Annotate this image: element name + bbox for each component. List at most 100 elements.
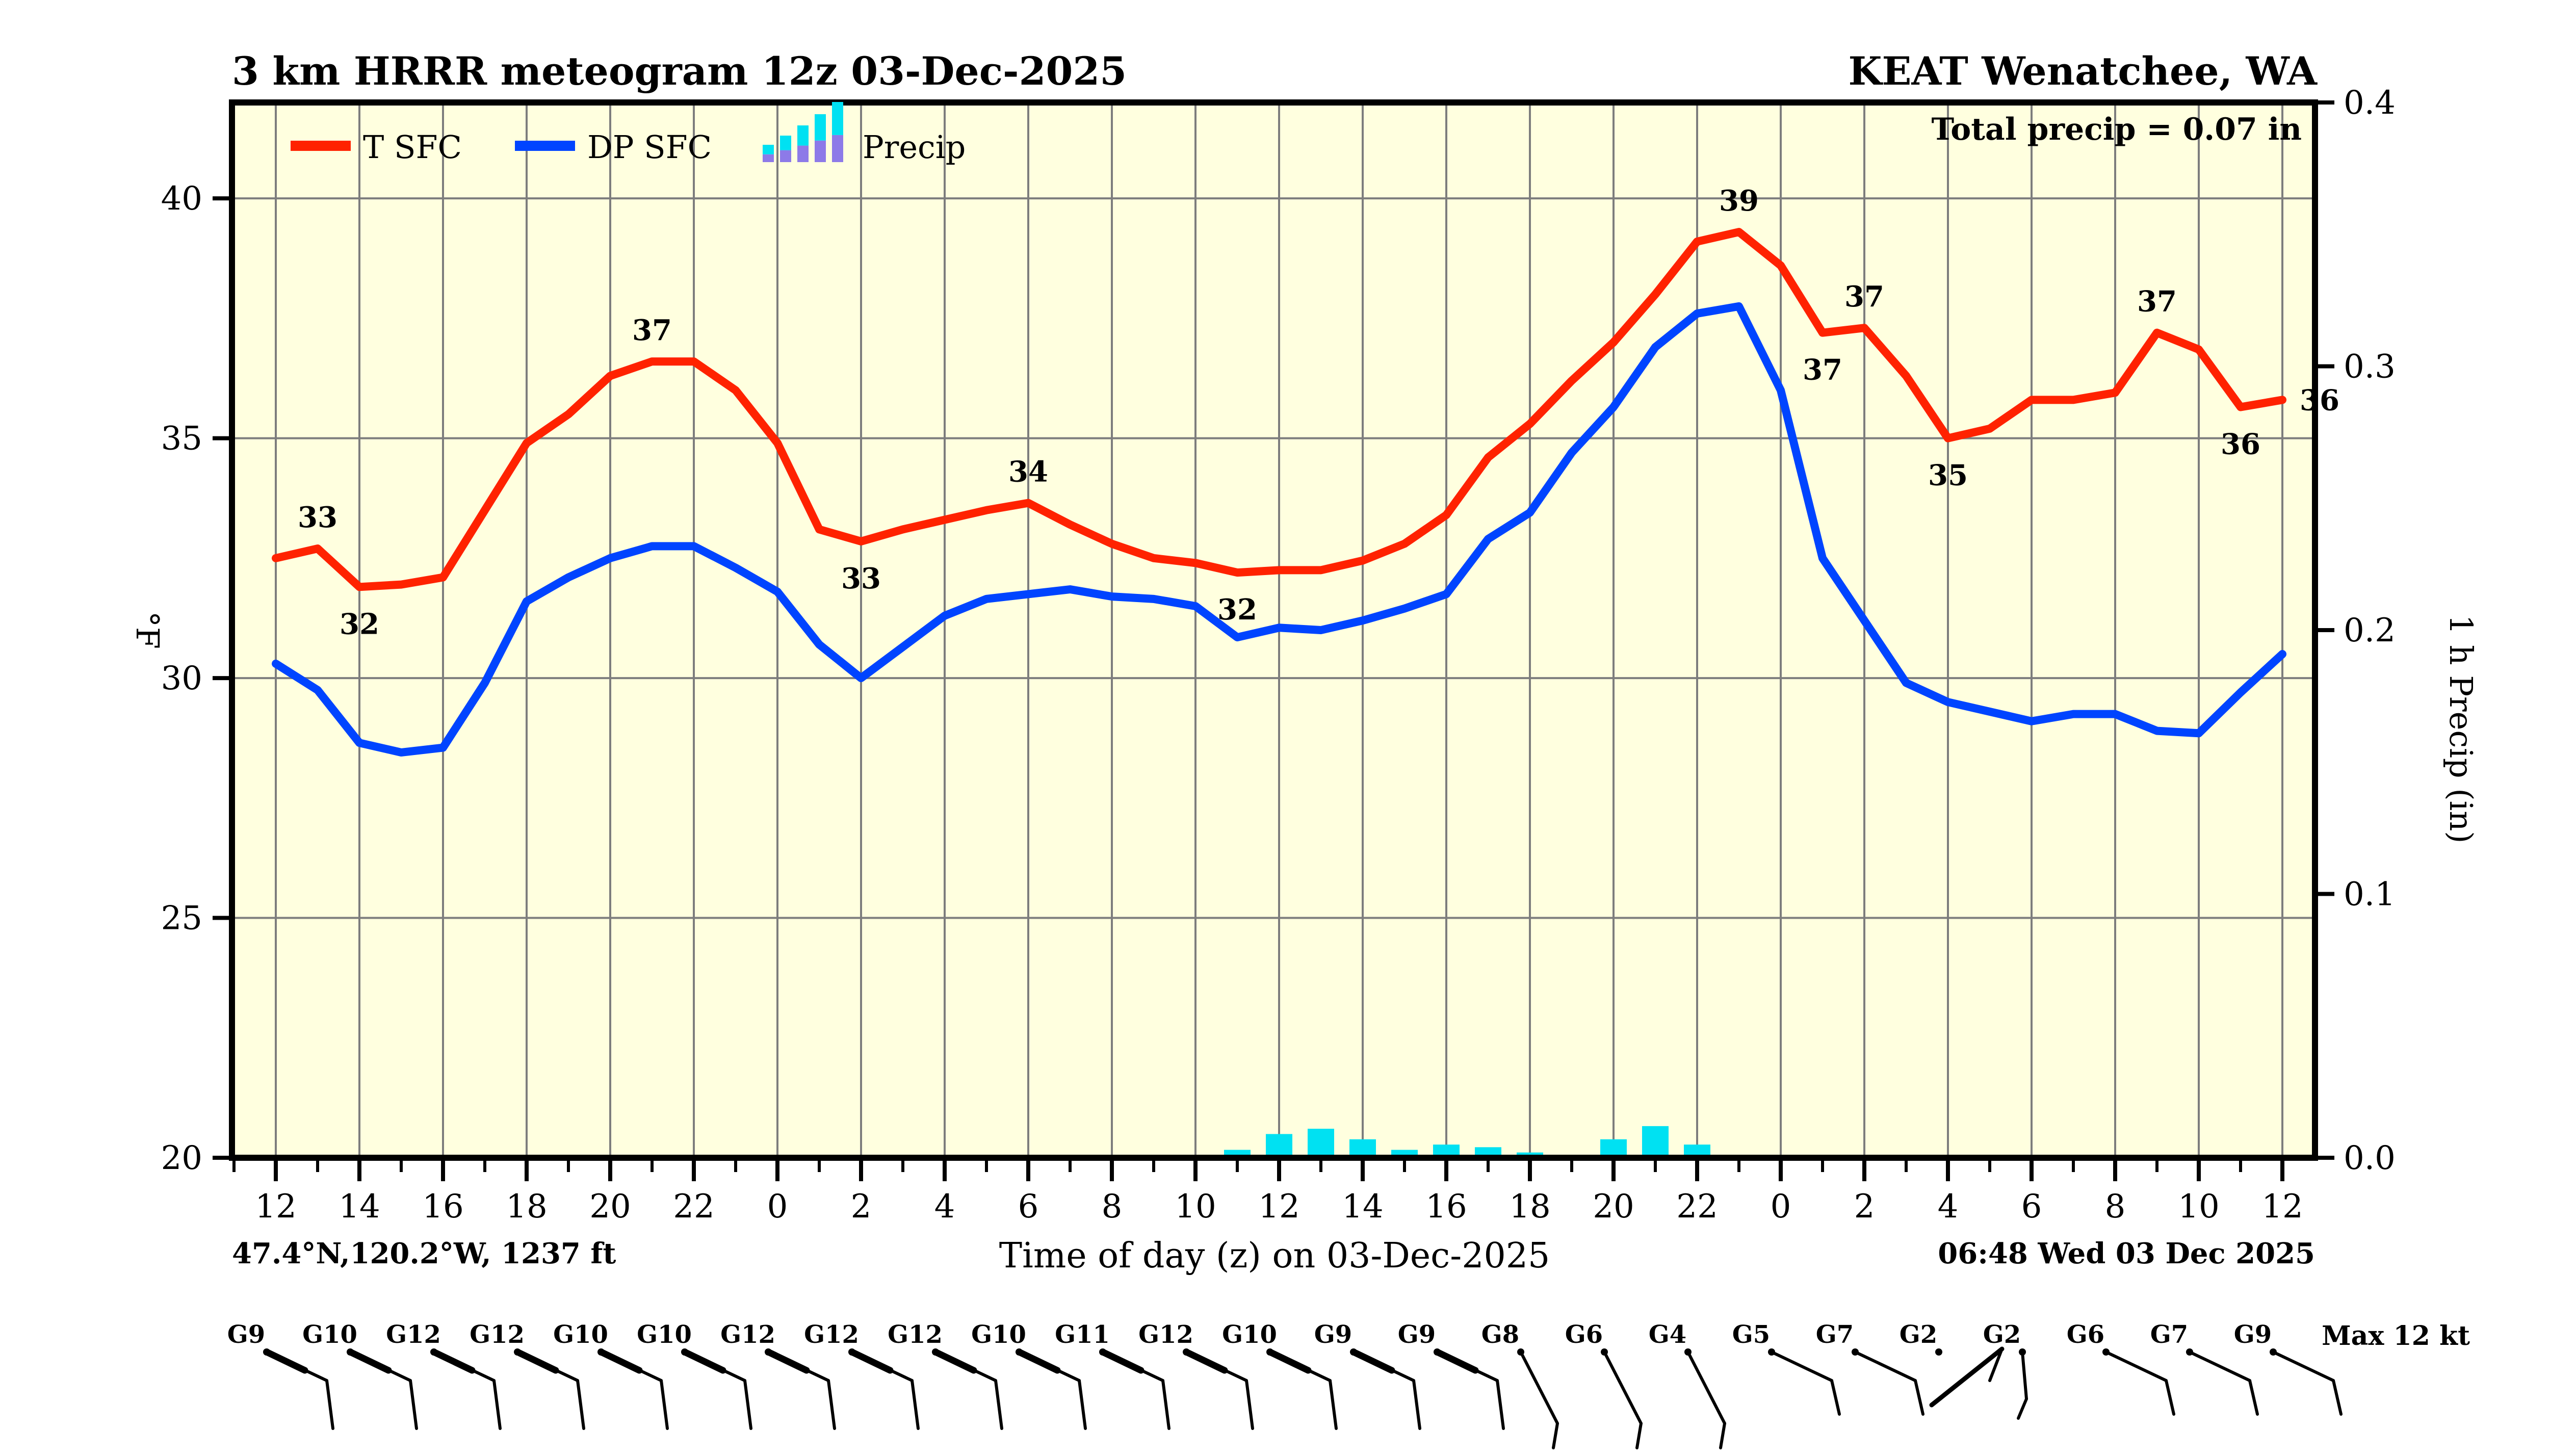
max-wind-label: Max 12 kt (2322, 1320, 2470, 1351)
wind-barb (2021, 1350, 2028, 1400)
precip-bar (1475, 1147, 1501, 1155)
wind-barb (994, 1379, 1003, 1430)
wind-barb (1161, 1379, 1171, 1430)
temp-point-label: 37 (632, 314, 672, 347)
temp-point-label: 36 (2221, 427, 2260, 461)
wind-barb (492, 1379, 502, 1430)
wind-barb (2017, 1397, 2028, 1420)
wind-barb (850, 1350, 914, 1382)
x-tick-label: 20 (1593, 1188, 1634, 1226)
temp-point-label: 37 (1844, 280, 1884, 314)
gust-label: G6 (2067, 1320, 2104, 1349)
wind-barb (1352, 1350, 1415, 1382)
wind-barb (1552, 1422, 1559, 1449)
wind-barb (911, 1379, 920, 1430)
wind-barb (1519, 1350, 1559, 1425)
gust-label: G9 (1314, 1320, 1352, 1349)
temp-point-label: 39 (1719, 184, 1759, 218)
x-tick-label: 14 (1342, 1188, 1383, 1226)
legend-precip-icon (797, 145, 809, 162)
wind-barb (1686, 1350, 1726, 1425)
precip-bar (1684, 1145, 1710, 1155)
wind-barb (934, 1350, 997, 1382)
wind-barb (2104, 1350, 2168, 1382)
legend-precip-icon (763, 154, 774, 162)
left-tick-label: 35 (161, 420, 202, 458)
x-tick-label: 22 (673, 1188, 714, 1226)
wind-barb (2332, 1379, 2343, 1416)
x-tick-label: 12 (2261, 1188, 2303, 1226)
wind-barb (1635, 1422, 1643, 1449)
precip-bar (1642, 1126, 1669, 1155)
right-tick-label: 0.2 (2344, 612, 2396, 649)
wind-barb (349, 1350, 412, 1382)
wind-barb (1854, 1350, 1917, 1382)
wind-barb (1018, 1350, 1081, 1382)
left-tick-label: 30 (161, 660, 202, 697)
wind-barb (767, 1350, 830, 1382)
wind-barb (1078, 1379, 1087, 1430)
gust-label: G4 (1649, 1320, 1686, 1349)
legend-precip-icon (815, 140, 826, 162)
x-tick-label: 22 (1676, 1188, 1718, 1226)
precip-bar (1517, 1152, 1543, 1155)
wind-barb (600, 1350, 663, 1382)
x-tick-label: 8 (1102, 1188, 1123, 1226)
x-tick-label: 20 (589, 1188, 631, 1226)
wind-barb (1719, 1422, 1726, 1449)
legend-precip-icon (832, 135, 843, 162)
temp-point-label: 32 (340, 607, 379, 641)
x-tick-label: 14 (339, 1188, 380, 1226)
temp-point-label: 36 (2300, 383, 2339, 417)
x-tick-label: 4 (934, 1188, 955, 1226)
wind-barb (1436, 1350, 1499, 1382)
legend-temp-label: T SFC (363, 128, 462, 166)
temp-point-label: 35 (1928, 459, 1968, 492)
gust-label: G9 (2234, 1320, 2272, 1349)
x-tick-label: 18 (506, 1188, 547, 1226)
wind-barb (1929, 1346, 2005, 1408)
precip-bar (1433, 1145, 1460, 1155)
gust-label: G8 (1481, 1320, 1519, 1349)
station-coordinates: 47.4°N,120.2°W, 1237 ft (232, 1237, 616, 1270)
station-name: KEAT Wenatchee, WA (1848, 48, 2318, 94)
gust-label: G12 (470, 1320, 525, 1349)
wind-barb (660, 1379, 669, 1430)
gust-label: G12 (804, 1320, 859, 1349)
wind-barb (683, 1350, 746, 1382)
x-tick-label: 6 (2021, 1188, 2042, 1226)
wind-barb (1245, 1379, 1254, 1430)
wind-barb (743, 1379, 752, 1430)
wind-barb (576, 1379, 585, 1430)
x-tick-label: 6 (1018, 1188, 1039, 1226)
x-tick-label: 16 (422, 1188, 463, 1226)
wind-barb (516, 1350, 579, 1382)
wind-barb-station-dot (1935, 1348, 1942, 1356)
temperature-line (272, 228, 2286, 591)
wind-barb (2248, 1379, 2259, 1416)
x-tick-label: 0 (1771, 1188, 1791, 1226)
x-tick-label: 12 (1258, 1188, 1299, 1226)
precip-bar (1391, 1150, 1418, 1155)
wind-barb (2272, 1350, 2335, 1382)
right-tick-label: 0.4 (2344, 84, 2396, 122)
x-tick-label: 18 (1509, 1188, 1550, 1226)
gust-label: G2 (1983, 1320, 2021, 1349)
legend-precip-label: Precip (863, 128, 966, 166)
precip-bar (1224, 1150, 1251, 1155)
temp-point-label: 37 (1803, 353, 1842, 387)
temp-point-label: 34 (1008, 455, 1048, 489)
right-tick-label: 0.1 (2344, 876, 2396, 914)
x-tick-label: 10 (2178, 1188, 2219, 1226)
x-tick-label: 0 (767, 1188, 788, 1226)
gust-label: G10 (637, 1320, 692, 1349)
wind-barb (1412, 1379, 1421, 1430)
temp-point-label: 33 (841, 562, 881, 595)
legend-precip-icon (780, 136, 791, 150)
x-tick-label: 4 (1938, 1188, 1959, 1226)
precip-bar (1266, 1134, 1292, 1155)
wind-barb (2188, 1350, 2251, 1382)
right-tick-label: 0.0 (2344, 1139, 2396, 1177)
right-tick-label: 0.3 (2344, 348, 2396, 386)
